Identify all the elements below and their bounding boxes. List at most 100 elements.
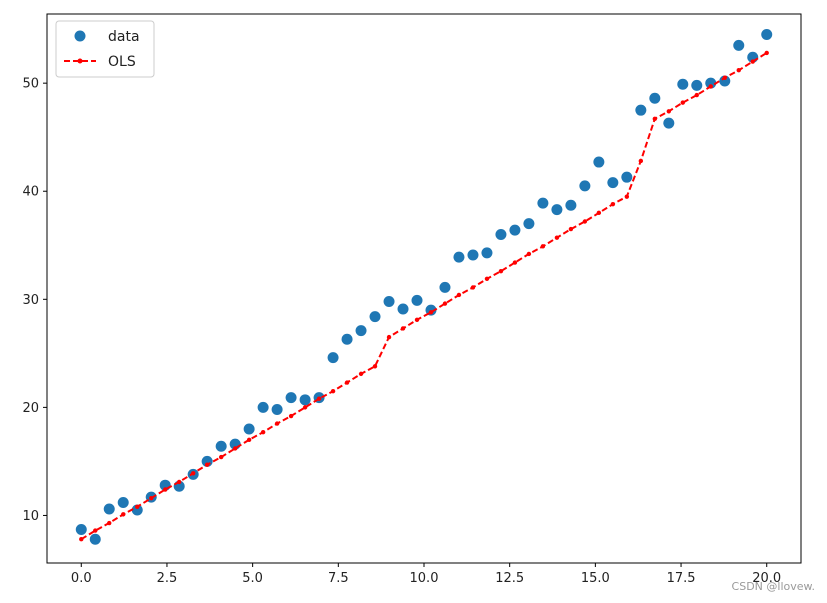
data-point [635, 104, 647, 116]
ols-marker [512, 260, 518, 265]
ols-marker [568, 226, 574, 232]
data-point [579, 180, 591, 192]
data-point [215, 440, 227, 452]
data-point [299, 394, 311, 406]
ols-marker [708, 84, 713, 89]
ols-marker [316, 396, 322, 401]
ols-marker [302, 405, 308, 410]
data-point [537, 197, 549, 209]
ols-marker [694, 92, 699, 98]
ols-marker [470, 285, 476, 290]
ols-marker [135, 504, 140, 510]
x-tick-label: 7.5 [328, 571, 349, 586]
ols-marker [750, 59, 755, 64]
x-tick-label: 5.0 [242, 571, 263, 586]
data-point [481, 247, 493, 259]
ols-marker [442, 301, 448, 306]
data-point [719, 75, 731, 87]
ols-marker [582, 219, 588, 224]
data-point [131, 504, 143, 516]
watermark-text: CSDN @llovew. [731, 580, 815, 593]
ols-marker [79, 537, 84, 542]
ols-marker [149, 495, 154, 501]
y-tick-label: 50 [22, 77, 39, 92]
x-tick-label: 17.5 [667, 571, 696, 586]
data-point [705, 77, 717, 89]
data-point [369, 311, 381, 323]
ols-marker [652, 116, 658, 122]
data-point [117, 496, 129, 508]
y-tick-label: 10 [22, 509, 39, 524]
data-point [621, 171, 633, 183]
ols-marker [638, 158, 644, 164]
axes-layer: 0.0 2.5 5.0 7.5 10.0 12.5 15.0 17.5 20.0 10 20 30 40… [22, 13, 802, 586]
legend-data-marker [74, 30, 86, 42]
ols-marker [121, 512, 126, 517]
ols-marker [218, 454, 224, 460]
x-tick-label: 10.0 [410, 571, 439, 586]
data-point [663, 117, 675, 129]
data-point [565, 199, 577, 211]
data-point [593, 156, 605, 168]
ols-marker [260, 430, 266, 435]
x-tick-label: 0.0 [71, 571, 92, 586]
ols-marker [596, 210, 602, 216]
data-point [103, 503, 115, 515]
ols-marker [554, 235, 560, 240]
data-point [257, 401, 269, 413]
ols-marker [358, 371, 364, 377]
ols-marker [190, 471, 196, 476]
ols-marker [163, 487, 168, 492]
ols-marker [386, 334, 392, 340]
ols-marker [666, 109, 672, 114]
data-point [761, 29, 773, 41]
data-point [607, 177, 619, 189]
ols-marker [526, 251, 532, 257]
x-tick-label: 15.0 [581, 571, 610, 586]
y-tick-label: 20 [22, 401, 39, 416]
y-tick-label: 30 [22, 293, 39, 308]
data-point [341, 333, 353, 345]
data-point [89, 533, 101, 545]
legend-ols-marker [77, 58, 83, 64]
data-point [411, 294, 423, 306]
data-point [285, 392, 297, 404]
ols-marker [400, 326, 406, 331]
legend: data OLS [55, 20, 155, 78]
y-tick-label: 40 [22, 185, 39, 200]
ols-marker [722, 75, 727, 80]
ols-marker [204, 462, 210, 467]
data-point [649, 92, 661, 104]
data-point [495, 228, 507, 240]
ols-marker [456, 292, 462, 298]
ols-marker [330, 388, 336, 394]
ols-marker [344, 380, 350, 385]
ols-marker [680, 100, 685, 105]
ols-marker [232, 446, 238, 451]
data-point [453, 251, 465, 263]
data-point [383, 295, 395, 307]
ols-marker [428, 310, 434, 315]
ols-marker [288, 413, 294, 419]
legend-data-label: data [108, 29, 140, 45]
ols-marker [372, 364, 378, 369]
legend-ols-label: OLS [108, 54, 136, 70]
ols-marker [414, 317, 420, 323]
data-point [509, 224, 521, 236]
data-point [271, 404, 283, 416]
data-point [243, 423, 255, 435]
ols-marker [246, 437, 252, 442]
ols-marker [498, 269, 504, 274]
x-tick-label: 20.0 [752, 571, 781, 586]
ols-marker [540, 244, 546, 249]
data-point [551, 204, 563, 216]
data-point [327, 352, 339, 364]
ols-marker [484, 276, 490, 281]
data-point [397, 303, 409, 315]
data-point [467, 249, 479, 261]
data-point [691, 79, 703, 91]
ols-marker [736, 67, 741, 73]
ols-marker [610, 202, 616, 207]
data-point [355, 325, 367, 337]
ols-marker [93, 528, 98, 533]
